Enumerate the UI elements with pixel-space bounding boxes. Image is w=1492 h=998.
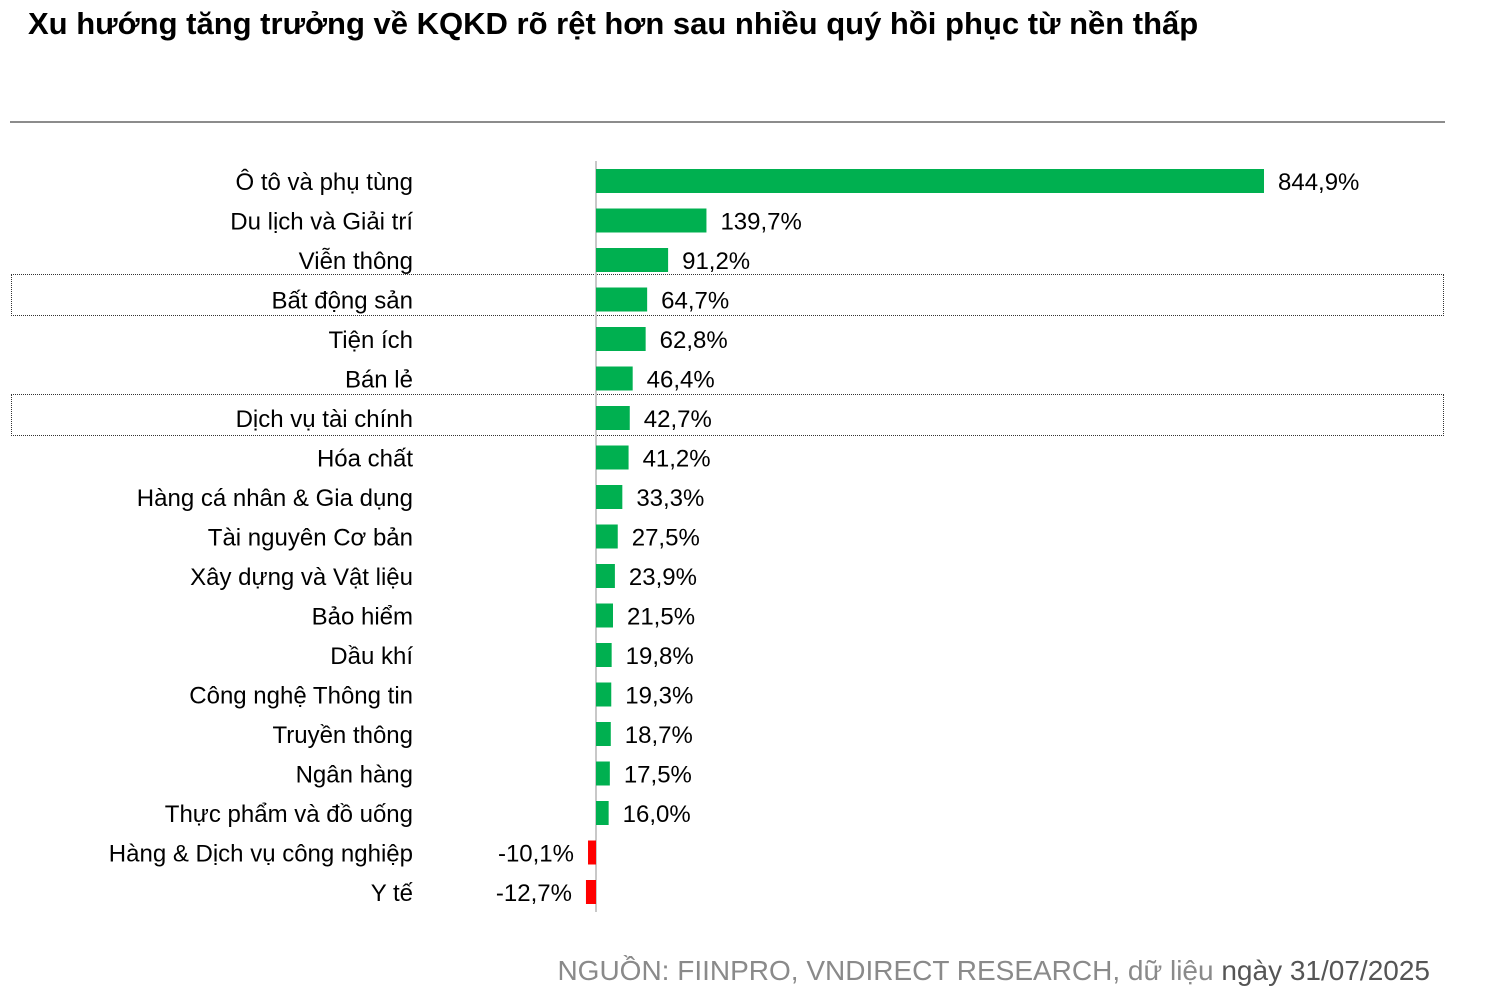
bar xyxy=(596,327,646,351)
bar xyxy=(596,682,612,707)
data-label: 42,7% xyxy=(644,406,712,433)
data-label: 62,8% xyxy=(660,327,728,354)
data-label: 27,5% xyxy=(632,525,700,552)
bar xyxy=(596,801,609,825)
data-label: 16,0% xyxy=(623,801,691,828)
bar xyxy=(596,643,612,667)
source-date: ngày 31/07/2025 xyxy=(1221,955,1430,986)
data-label: 91,2% xyxy=(682,248,750,275)
highlight-box-bat-dong-san xyxy=(11,274,1444,316)
data-label: 19,8% xyxy=(626,643,694,670)
data-label: 64,7% xyxy=(661,288,729,315)
source-note: NGUỒN: FIINPRO, VNDIRECT RESEARCH, dữ li… xyxy=(557,955,1430,987)
data-label: 19,3% xyxy=(625,683,693,710)
category-label: Hàng & Dịch vụ công nghiệp xyxy=(109,841,413,868)
bar xyxy=(585,880,596,904)
bar xyxy=(596,564,615,588)
bar xyxy=(596,248,669,272)
category-label: Bất động sản xyxy=(272,288,413,315)
category-label: Tài nguyên Cơ bản xyxy=(208,525,413,552)
category-label: Dầu khí xyxy=(330,643,413,670)
bar xyxy=(596,524,618,549)
bar xyxy=(588,840,596,865)
data-label: 844,9% xyxy=(1278,169,1359,196)
category-label: Du lịch và Giải trí xyxy=(230,209,413,236)
category-label: Ô tô và phụ tùng xyxy=(236,168,413,196)
data-label: 46,4% xyxy=(647,367,715,394)
data-label: 33,3% xyxy=(636,485,704,512)
bar xyxy=(596,287,648,312)
chart-title: Xu hướng tăng trưởng về KQKD rõ rệt hơn … xyxy=(28,6,1199,41)
category-label: Xây dựng và Vật liệu xyxy=(190,564,413,591)
category-label: Hóa chất xyxy=(317,446,413,473)
data-label: 139,7% xyxy=(720,209,801,236)
source-prefix: NGUỒN: FIINPRO, VNDIRECT RESEARCH, dữ li… xyxy=(557,955,1222,986)
category-label: Bán lẻ xyxy=(345,367,413,394)
category-label: Hàng cá nhân & Gia dụng xyxy=(137,485,413,512)
category-label: Viễn thông xyxy=(299,248,413,275)
data-label: 41,2% xyxy=(643,446,711,473)
bar xyxy=(596,445,629,470)
bar xyxy=(596,722,611,746)
data-label: 23,9% xyxy=(629,564,697,591)
bar xyxy=(596,169,1264,193)
category-label: Tiện ích xyxy=(329,327,413,354)
data-label: 18,7% xyxy=(625,722,693,749)
data-label: 17,5% xyxy=(624,762,692,789)
data-label: -10,1% xyxy=(498,841,574,868)
bar xyxy=(596,603,613,628)
category-label: Công nghệ Thông tin xyxy=(189,683,413,710)
category-label: Bảo hiểm xyxy=(312,604,413,631)
data-label: 21,5% xyxy=(627,604,695,631)
bar xyxy=(596,485,623,509)
category-label: Dịch vụ tài chính xyxy=(236,406,413,433)
top-divider xyxy=(10,121,1445,123)
bar xyxy=(596,761,610,786)
category-label: Thực phẩm và đồ uống xyxy=(165,801,413,828)
data-label: -12,7% xyxy=(496,880,572,907)
bar xyxy=(596,406,630,430)
category-label: Ngân hàng xyxy=(296,762,413,789)
highlight-box-dich-vu-tai-chinh xyxy=(11,394,1444,436)
bar xyxy=(596,208,707,233)
category-label: Y tế xyxy=(371,880,414,907)
bar xyxy=(596,366,633,391)
category-label: Truyền thông xyxy=(272,722,413,749)
